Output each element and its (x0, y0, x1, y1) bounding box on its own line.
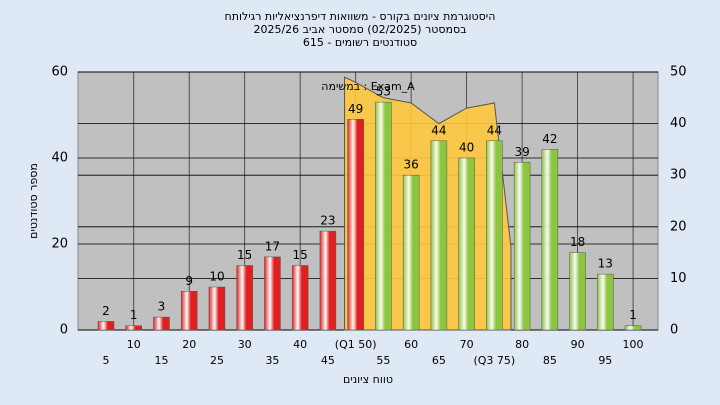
bar (153, 316, 170, 331)
x-tick-label: 90 (571, 338, 585, 351)
bar (347, 119, 364, 331)
data-label: 36 (403, 158, 418, 172)
data-label: 9 (185, 274, 193, 288)
data-label: 10 (209, 270, 224, 284)
x-tick-label: 80 (515, 338, 529, 351)
x-tick-label: 15 (154, 354, 168, 367)
y-axis-label: מספר סטודנטים (27, 163, 40, 239)
bar (97, 321, 115, 331)
bar (208, 286, 226, 331)
x-tick-label: 70 (460, 338, 474, 351)
data-label: 44 (431, 123, 446, 137)
annotation: במשימה : Exam_A (321, 80, 415, 93)
data-label: 1 (629, 308, 637, 322)
x-tick-label: 25 (210, 354, 224, 367)
data-label: 2 (102, 304, 110, 318)
x-tick-label: 20 (182, 338, 196, 351)
bar (458, 157, 475, 331)
data-label: 23 (320, 214, 335, 228)
x-tick-label: 35 (265, 354, 279, 367)
data-label: 15 (293, 248, 308, 262)
y-tick-label: 0 (60, 323, 68, 338)
y2-tick-label: 30 (670, 168, 687, 183)
x-tick-label: (Q1 50) (335, 338, 377, 351)
data-label: 39 (514, 145, 529, 159)
bar (624, 325, 642, 331)
y-tick-label: 20 (51, 237, 68, 252)
x-tick-label: 55 (376, 354, 390, 367)
data-label: 3 (158, 300, 166, 314)
data-label: 18 (570, 235, 585, 249)
data-label: 42 (542, 132, 557, 146)
chart-subtitle: בסמסטר (02/2025) סמסטר אביב 2025/26 (253, 23, 466, 36)
bar (180, 291, 198, 331)
bar (430, 140, 448, 331)
x-tick-label: (Q3 75) (473, 354, 515, 367)
bar (541, 149, 559, 331)
bar (125, 325, 142, 331)
x-tick-label: 45 (321, 354, 335, 367)
y-tick-label: 60 (51, 65, 68, 80)
bar (375, 101, 392, 331)
chart-title: היסטוגרמת ציונים בקורס - משוואות דיפרנצי… (225, 10, 496, 23)
y2-tick-label: 40 (670, 116, 687, 131)
bar (319, 230, 337, 331)
y2-tick-label: 10 (670, 271, 687, 286)
bar (264, 256, 281, 331)
bar (597, 273, 614, 331)
data-label: 40 (459, 141, 474, 155)
y2-tick-label: 50 (670, 65, 687, 80)
x-tick-label: 65 (432, 354, 446, 367)
area (344, 76, 512, 331)
y-tick-label: 40 (51, 151, 68, 166)
data-label: 53 (376, 85, 391, 99)
bar (291, 265, 309, 331)
data-label: 44 (487, 123, 502, 137)
chart-subtitle: סטודנטים רשומים - 615 (303, 36, 417, 49)
x-tick-label: 100 (623, 338, 644, 351)
x-tick-label: 30 (238, 338, 252, 351)
bar (402, 174, 420, 331)
x-tick-label: 60 (404, 338, 418, 351)
bar (486, 140, 503, 331)
data-label: 1 (130, 308, 138, 322)
x-tick-label: 95 (598, 354, 612, 367)
data-label: 17 (265, 239, 280, 253)
x-tick-label: 10 (127, 338, 141, 351)
bar (569, 252, 586, 331)
bar (236, 265, 253, 331)
y2-tick-label: 0 (670, 323, 678, 338)
data-label: 49 (348, 102, 363, 116)
x-tick-label: 85 (543, 354, 557, 367)
y2-tick-label: 20 (670, 219, 687, 234)
x-axis-label: טווח ציונים (343, 373, 393, 386)
x-tick-label: 5 (103, 354, 110, 367)
x-tick-label: 40 (293, 338, 307, 351)
data-label: 15 (237, 248, 252, 262)
data-label: 13 (598, 257, 613, 271)
bar (513, 162, 531, 331)
